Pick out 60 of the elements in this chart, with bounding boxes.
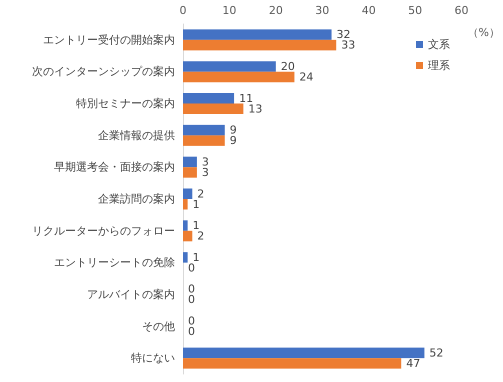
data-label: 47 [406,356,420,370]
data-label: 2 [197,187,204,200]
bar [183,72,294,82]
y-tick-label: 特にない [131,352,175,365]
data-label: 11 [239,92,254,105]
x-tick-label: 0 [180,4,186,17]
y-tick-label: 早期選考会・面接の案内 [54,160,175,174]
legend-label: 文系 [428,38,450,51]
x-tick-label: 50 [408,4,422,17]
data-label: 1 [192,198,200,211]
data-label: 2 [197,230,204,243]
y-tick-label: 企業情報の提供 [98,128,175,142]
data-label: 3 [202,166,209,179]
data-label: 52 [429,346,444,360]
data-label: 13 [248,102,262,116]
bar [183,93,234,104]
x-tick-label: 20 [268,4,283,17]
bar [183,61,276,72]
x-tick-label: 10 [222,4,236,17]
bar [183,188,192,199]
data-label: 9 [230,134,237,148]
data-label: 0 [188,261,195,274]
y-tick-label: その他 [142,320,175,333]
y-tick-label: 次のインターンシップの案内 [32,65,175,78]
bar [183,29,332,40]
y-tick-label: アルバイトの案内 [87,288,175,301]
legend-label: 理系 [428,59,450,72]
bar [183,156,197,168]
bar [183,252,188,263]
y-tick-label: 企業訪問の案内 [98,192,175,206]
x-tick-label: 30 [315,4,330,17]
bar [183,104,244,114]
data-label: 1 [192,250,200,264]
data-label: 3 [202,155,209,168]
bar [183,135,225,146]
bar [183,40,336,50]
bar [183,220,188,231]
bar [183,167,197,178]
y-tick-label: リクルーターからのフォロー [32,224,175,238]
data-label: 0 [188,325,195,338]
data-label: 0 [188,282,195,296]
data-label: 9 [230,124,237,137]
data-label: 32 [336,28,351,42]
bar [183,124,225,136]
data-label: 33 [341,38,356,52]
y-tick-label: エントリーシートの免除 [54,256,175,270]
data-label: 0 [188,293,195,306]
y-tick-label: エントリー受付の開始案内 [43,33,175,46]
bar [183,230,192,242]
data-label: 20 [280,60,295,73]
x-tick-label: 40 [362,4,376,17]
x-tick-label: 60 [454,4,469,17]
x-axis-title: （%） [468,26,500,39]
bar [183,348,424,358]
data-label: 0 [188,314,195,328]
y-tick-label: 特別セミナーの案内 [76,97,175,110]
bar [183,358,402,369]
data-label: 1 [192,219,200,232]
bar [183,199,188,210]
data-label: 24 [299,70,314,84]
